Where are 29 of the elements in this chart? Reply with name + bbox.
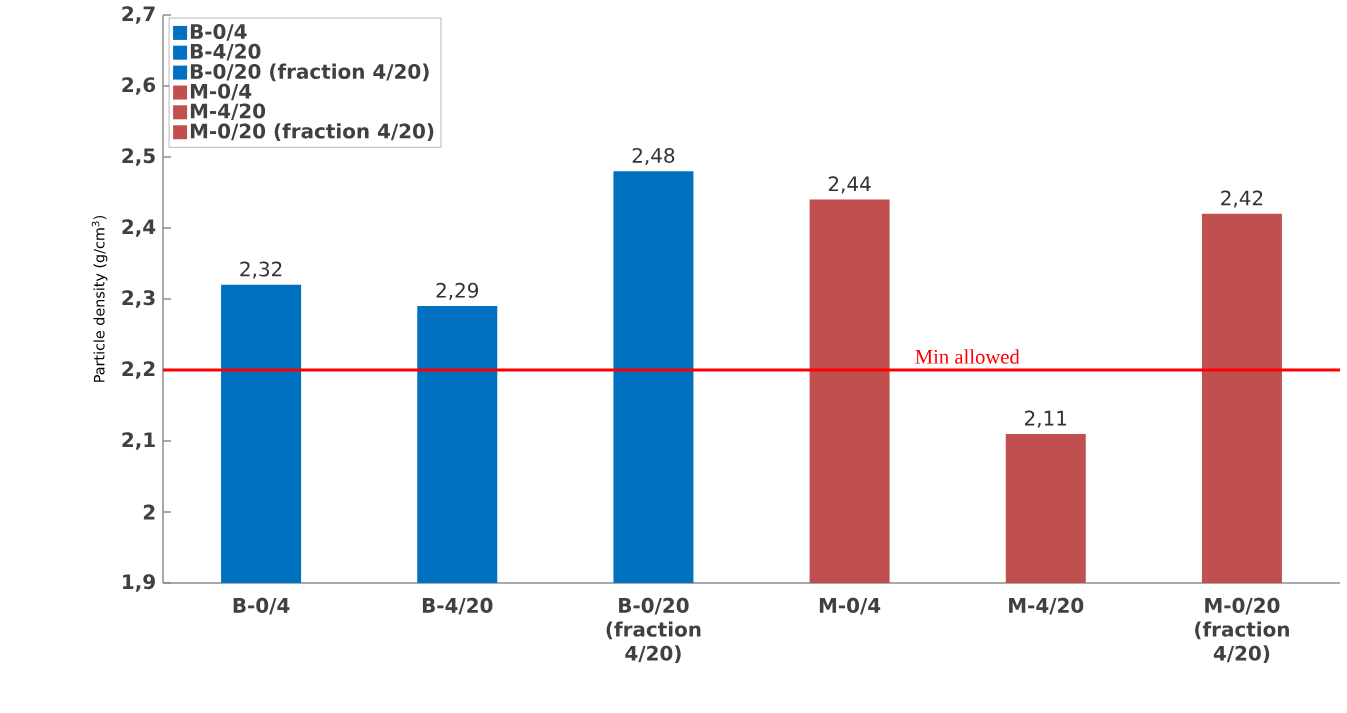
data-label: 2,42 [1221, 190, 1263, 208]
data-label: 2,44 [828, 176, 871, 194]
legend-label: M-0/20 (fraction 4/20) [190, 123, 434, 141]
data-label: 2,29 [436, 282, 479, 300]
y-tick-label: 2 [143, 504, 155, 520]
y-tick-label: 1,9 [123, 574, 155, 592]
y-tick-label: 2,7 [122, 6, 155, 24]
legend-label: B-4/20 [190, 43, 261, 61]
legend-label: B-0/4 [190, 24, 247, 41]
ref-line-label: Min allowed [915, 349, 1020, 364]
legend-label: M-0/4 [190, 83, 252, 101]
data-label: 2,48 [632, 147, 675, 165]
y-tick-label: 2,5 [122, 148, 155, 166]
data-label: 2,11 [1025, 410, 1067, 428]
y-tick-label: 2,6 [122, 77, 156, 95]
x-tick-label: M-4/20 [1009, 597, 1084, 615]
legend-label: B-0/20 (fraction 4/20) [190, 63, 429, 82]
x-tick-label: B-0/20 (fraction 4/20) [606, 597, 701, 664]
x-tick-label: M-0/20 (fraction 4/20) [1195, 597, 1289, 664]
x-tick-label: M-0/4 [819, 597, 881, 615]
data-label: 2,32 [240, 261, 282, 279]
y-tick-label: 2,3 [122, 290, 155, 308]
legend-label: M-4/20 [190, 103, 266, 121]
x-tick-label: B-4/20 [422, 597, 493, 615]
y-tick-label: 2,1 [122, 432, 155, 450]
x-tick-label: B-0/4 [233, 597, 290, 615]
y-axis-title: Particle density (g/cm$^{3}$) [91, 215, 108, 382]
y-tick-label: 2,2 [122, 361, 155, 379]
y-tick-label: 2,4 [122, 219, 156, 237]
